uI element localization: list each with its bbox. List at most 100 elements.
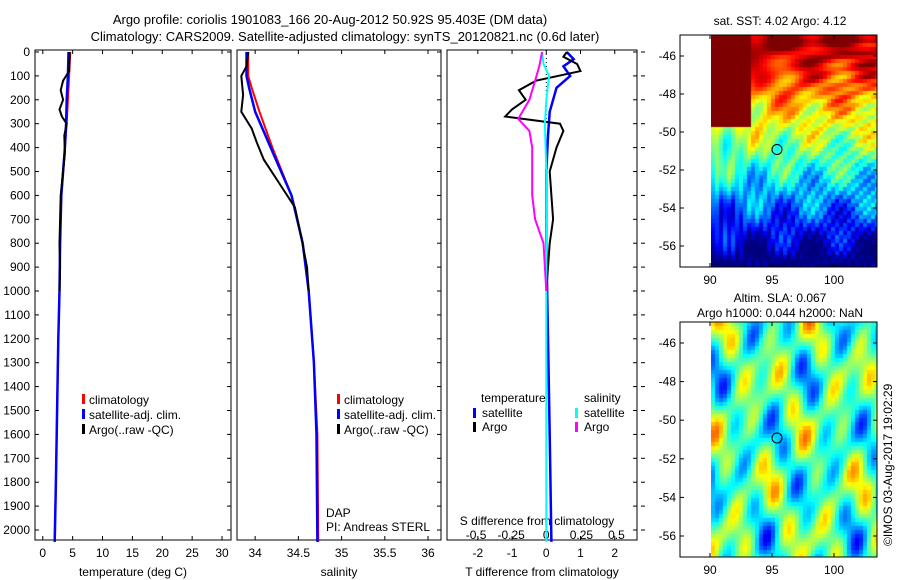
map-y-tick-label: -52 bbox=[659, 163, 677, 177]
sla-map-title-2: Argo h1000: 0.044 h2000: NaN bbox=[696, 306, 864, 320]
legend-swatch bbox=[575, 422, 578, 432]
axes-frame-1 bbox=[236, 49, 442, 541]
x-tick-label: -2 bbox=[472, 546, 483, 560]
sst-map-title: sat. SST: 4.02 Argo: 4.12 bbox=[713, 14, 847, 28]
x-axis-label: temperature (deg C) bbox=[79, 565, 187, 579]
map-x-tick-label: 95 bbox=[765, 563, 779, 577]
annotation-pi: PI: Andreas STERL bbox=[326, 520, 430, 534]
y-tick-label: 1900 bbox=[3, 499, 30, 513]
x-tick-label: 36 bbox=[421, 546, 435, 560]
x2-tick-label: 0.25 bbox=[570, 528, 594, 542]
x-tick-label: 34 bbox=[248, 546, 262, 560]
map-frame bbox=[679, 34, 878, 268]
x-tick-label: 0 bbox=[39, 546, 46, 560]
map-x-tick-label: 90 bbox=[703, 563, 717, 577]
y-tick-label: 1500 bbox=[3, 404, 30, 418]
series-line-satellite-adj-clim- bbox=[245, 52, 319, 542]
y-tick-label: 600 bbox=[10, 188, 30, 202]
credit-text: ©IMOS 03-Aug-2017 19:02:29 bbox=[881, 383, 895, 546]
x-tick-label: 2 bbox=[611, 546, 618, 560]
x-tick-label: -1 bbox=[507, 546, 518, 560]
legend-label: Argo bbox=[482, 420, 508, 434]
argo-position-marker bbox=[771, 432, 783, 444]
legend-label: satellite bbox=[482, 406, 523, 420]
legend-label: climatology bbox=[344, 393, 404, 407]
legend-swatch bbox=[82, 424, 85, 434]
legend-label: climatology bbox=[89, 393, 149, 407]
map-y-tick-label: -48 bbox=[659, 87, 677, 101]
map-x-tick-label: 100 bbox=[824, 563, 844, 577]
series-line-salinity-Argo bbox=[516, 51, 548, 292]
legend-label: satellite-adj. clim. bbox=[89, 408, 181, 422]
x-tick-label: 34.5 bbox=[287, 546, 311, 560]
x-tick-label: 30 bbox=[215, 546, 229, 560]
x-tick-label: 25 bbox=[185, 546, 199, 560]
y-tick-label: 2000 bbox=[3, 523, 30, 537]
legend-label: satellite-adj. clim. bbox=[344, 408, 436, 422]
legend-swatch bbox=[82, 409, 85, 419]
legend-swatch bbox=[337, 424, 340, 434]
x-axis-label: salinity bbox=[321, 565, 358, 579]
legend-swatch bbox=[82, 394, 85, 404]
x-tick-label: 10 bbox=[96, 546, 110, 560]
series-line-temperature-satellite bbox=[545, 51, 576, 542]
map-y-tick-label: -50 bbox=[659, 125, 677, 139]
legend-swatch bbox=[337, 394, 340, 404]
map-y-tick-label: -48 bbox=[659, 375, 677, 389]
x-tick-label: 35 bbox=[335, 546, 349, 560]
y-tick-label: 700 bbox=[10, 212, 30, 226]
y-tick-label: 0 bbox=[23, 45, 30, 59]
y-tick-label: 500 bbox=[10, 165, 30, 179]
map-y-tick-label: -46 bbox=[659, 336, 677, 350]
x-tick-label: 15 bbox=[126, 546, 140, 560]
y-tick-label: 1400 bbox=[3, 380, 30, 394]
map-y-tick-label: -54 bbox=[659, 201, 677, 215]
map-x-tick-label: 95 bbox=[765, 273, 779, 287]
legend-title: salinity bbox=[584, 391, 621, 405]
sst-map-image bbox=[711, 35, 877, 267]
y-tick-label: 1600 bbox=[3, 427, 30, 441]
map-x-tick-label: 90 bbox=[703, 273, 717, 287]
y-tick-label: 1700 bbox=[3, 451, 30, 465]
title-line-2: Climatology: CARS2009. Satellite-adjuste… bbox=[90, 29, 600, 44]
map-frame bbox=[679, 321, 878, 558]
series-line-salinity-satellite bbox=[541, 51, 551, 542]
map-y-tick-label: -56 bbox=[659, 239, 677, 253]
x2-tick-label: -0.5 bbox=[466, 528, 487, 542]
y-tick-label: 1000 bbox=[3, 284, 30, 298]
title-line-1: Argo profile: coriolis 1901083_166 20-Au… bbox=[112, 12, 548, 27]
y-tick-label: 200 bbox=[10, 93, 30, 107]
y-tick-label: 800 bbox=[10, 236, 30, 250]
legend-label: Argo(..raw -QC) bbox=[89, 423, 174, 437]
legend-swatch bbox=[575, 408, 578, 418]
x-axis-label: T difference from climatology bbox=[465, 565, 619, 579]
y-tick-label: 400 bbox=[10, 141, 30, 155]
y-tick-label: 100 bbox=[10, 69, 30, 83]
argo-position-marker bbox=[771, 143, 783, 155]
y-tick-label: 300 bbox=[10, 117, 30, 131]
x2-tick-label: -0.25 bbox=[498, 528, 526, 542]
legend-label: satellite bbox=[584, 406, 625, 420]
x-tick-label: 1 bbox=[577, 546, 584, 560]
y-tick-label: 900 bbox=[10, 260, 30, 274]
y-tick-label: 1100 bbox=[4, 308, 30, 322]
map-y-tick-label: -50 bbox=[659, 413, 677, 427]
y-tick-label: 1800 bbox=[3, 475, 30, 489]
axes-frame-2 bbox=[446, 49, 638, 541]
series-line-temperature-Argo bbox=[503, 51, 582, 292]
x2-axis-label: S difference from climatology bbox=[460, 514, 615, 528]
map-y-tick-label: -52 bbox=[659, 452, 677, 466]
x-tick-label: 5 bbox=[69, 546, 76, 560]
annotation-dap: DAP bbox=[326, 506, 351, 520]
y-tick-label: 1300 bbox=[3, 356, 30, 370]
x-tick-label: 0 bbox=[543, 546, 550, 560]
legend-label: Argo bbox=[584, 420, 610, 434]
x2-tick-label: 0.5 bbox=[608, 528, 625, 542]
legend-title: temperature bbox=[481, 391, 546, 405]
sla-map-title-1: Altim. SLA: 0.067 bbox=[733, 291, 827, 305]
x-tick-label: 20 bbox=[156, 546, 170, 560]
series-line-Argo-raw-QC- bbox=[240, 51, 310, 292]
y-tick-label: 1200 bbox=[3, 332, 30, 346]
